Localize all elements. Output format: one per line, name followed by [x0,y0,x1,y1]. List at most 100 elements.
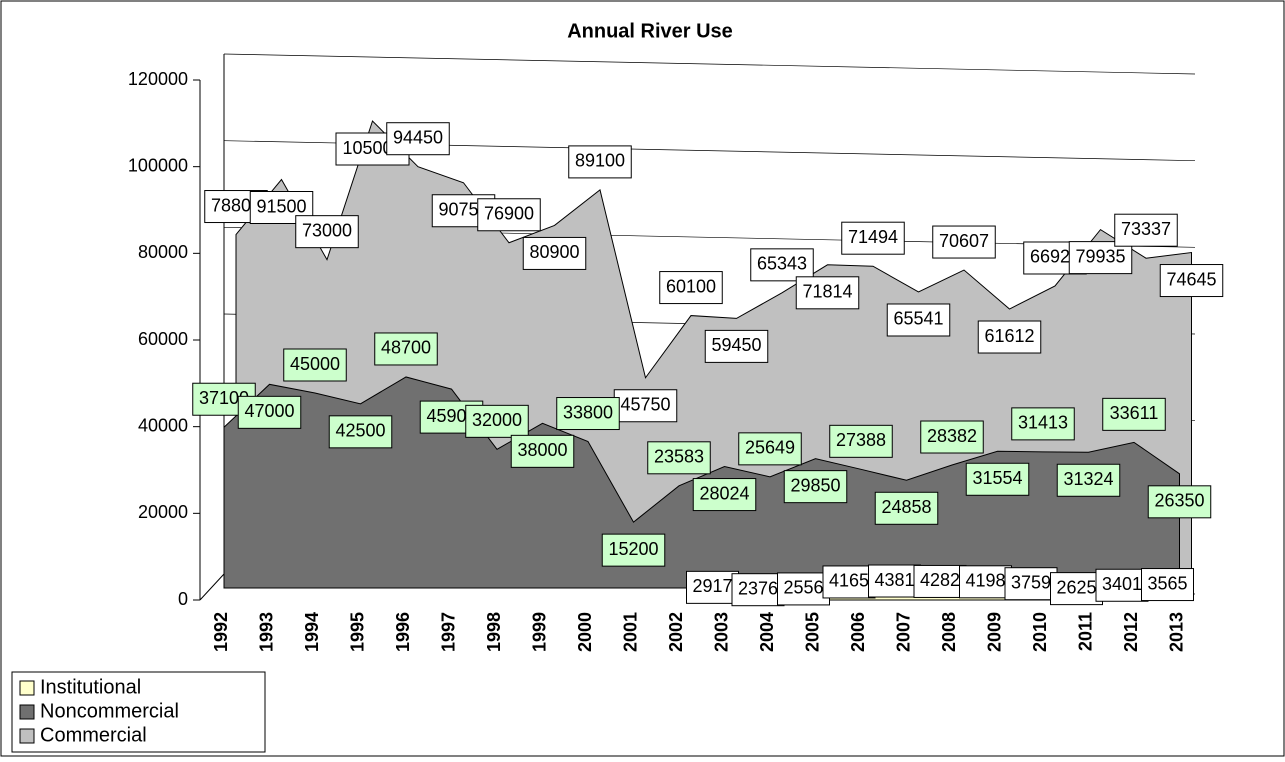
data-label: 38000 [517,440,567,460]
x-tick-label: 2005 [802,612,822,652]
data-label-box [932,225,996,259]
data-label: 25649 [745,438,795,458]
legend-label: Commercial [40,724,147,746]
x-tick-label: 1998 [484,612,504,652]
data-label: 2625 [1056,577,1096,597]
y-tick-label: 100000 [128,155,188,175]
data-label: 42500 [335,421,385,441]
data-label-box [1114,213,1178,247]
data-label-box [374,332,438,366]
y-tick-label: 20000 [138,502,188,522]
x-tick-label: 2001 [620,612,640,652]
data-label: 4198 [965,571,1005,591]
data-label-box [568,145,632,179]
data-label-box [965,462,1030,496]
data-label-box [1011,407,1075,441]
data-label-box [874,491,939,525]
data-label: 47000 [244,401,294,421]
data-label: 3401 [1102,574,1142,594]
data-label-box [829,424,893,458]
data-label-box [386,122,450,156]
legend-label: Institutional [40,676,141,698]
data-label-box [1102,397,1166,431]
x-tick-label: 2003 [711,612,731,652]
data-label: 90750 [438,200,488,220]
x-tick-label: 2002 [666,612,686,652]
grid-line [223,53,1196,75]
data-label: 45000 [290,354,340,374]
data-label: 4381 [874,570,914,590]
data-label-box [601,533,666,567]
data-label: 15200 [608,539,658,559]
data-label-box [750,248,814,282]
data-label: 73337 [1121,219,1171,239]
data-label-box [556,397,620,431]
data-label: 3759 [1011,572,1051,592]
x-tick-label: 2012 [1121,612,1141,652]
legend-label: Noncommercial [40,700,179,722]
data-label-box [659,271,723,305]
data-label: 71494 [848,227,898,247]
data-label: 89100 [575,151,625,171]
data-label: 45750 [620,395,670,415]
data-label-box [959,565,1012,599]
y-tick-label: 40000 [138,415,188,435]
legend-box [11,671,266,753]
x-tick-label: 1995 [347,612,367,652]
x-tick-label: 2009 [984,612,1004,652]
floor-edge [199,573,225,601]
data-label-box [1141,568,1194,602]
data-label-box [477,198,541,232]
data-label-box [920,420,984,454]
data-label: 33800 [563,402,613,422]
x-tick-label: 1992 [211,612,231,652]
data-label: 29850 [790,475,840,495]
data-label: 65343 [757,254,807,274]
y-tick-label: 120000 [128,69,188,89]
data-label: 48700 [381,338,431,358]
x-tick-label: 1994 [302,612,322,652]
data-label: 74645 [1166,269,1216,289]
data-label: 80900 [529,242,579,262]
data-label-box [777,572,830,606]
data-label: 71814 [802,282,852,302]
data-label: 32000 [472,410,522,430]
data-label: 23583 [654,447,704,467]
data-label: 31413 [1018,413,1068,433]
x-tick-label: 2011 [1075,612,1095,651]
data-label-box [1056,463,1121,497]
data-label: 61612 [984,326,1034,346]
data-label: 31324 [1063,469,1113,489]
data-label-box [522,236,587,270]
data-label-box [795,276,860,310]
data-label: 2917 [692,576,732,596]
y-tick-label: 60000 [138,329,188,349]
data-label: 31554 [972,468,1022,488]
data-label: 33611 [1110,403,1159,423]
x-tick-label: 1997 [438,612,458,652]
data-label-box [237,395,302,429]
legend-swatch [19,680,35,696]
data-label-box [647,441,711,475]
data-label: 78800 [211,195,261,215]
data-label: 27388 [836,430,886,450]
data-label: 91500 [256,196,306,216]
data-label-box [704,329,769,363]
data-label-box [328,415,393,449]
data-label-box [510,434,575,468]
x-tick-label: 2004 [757,612,777,652]
data-label: 70607 [939,231,989,251]
data-label: 76900 [484,204,534,224]
x-tick-label: 1996 [393,612,413,652]
x-tick-label: 2006 [848,612,868,652]
legend-swatch [19,704,35,720]
data-label-box [913,564,967,598]
data-label: 4165 [829,571,869,591]
x-tick-label: 2013 [1166,612,1186,652]
data-label-box [1004,567,1058,601]
y-tick-label: 80000 [138,242,188,262]
data-label-box [783,470,848,504]
data-label: 28382 [927,426,977,446]
